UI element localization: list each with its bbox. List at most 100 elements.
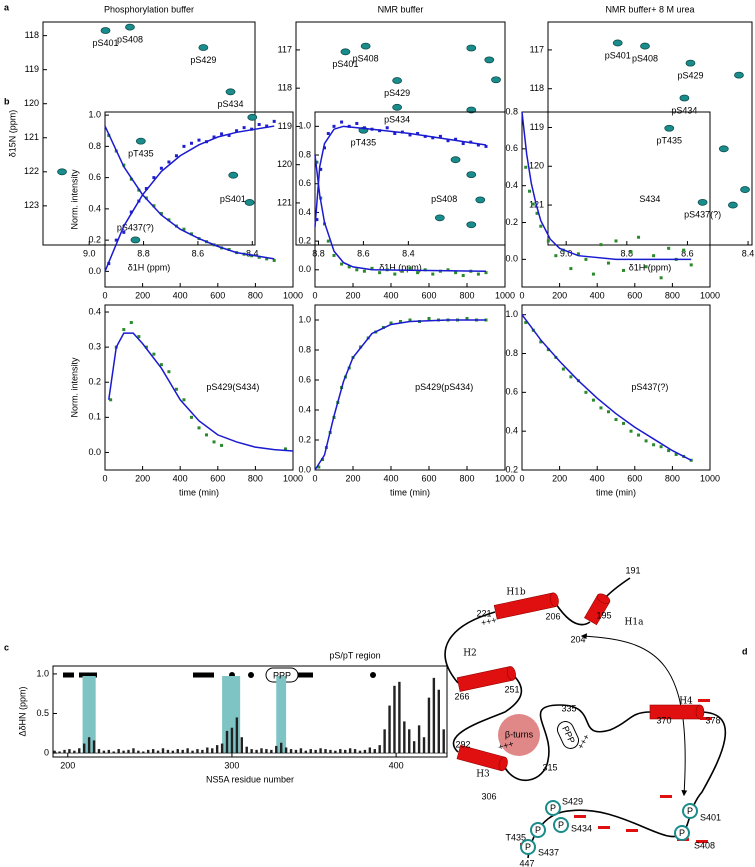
y-tick-label: 1.0 <box>36 668 49 678</box>
residue-number: 378 <box>705 715 720 725</box>
bar <box>225 730 229 754</box>
x-tick-label: 8.8 <box>621 248 634 258</box>
site-label: S437 <box>538 847 559 857</box>
x-tick-label: 200 <box>552 290 567 300</box>
data-point <box>272 258 276 262</box>
bar <box>151 749 155 754</box>
data-point <box>484 271 488 275</box>
peak <box>434 214 445 222</box>
positive-charges: +++ <box>575 732 592 751</box>
data-point <box>644 265 648 269</box>
bar <box>442 729 445 754</box>
data-point <box>446 139 450 143</box>
helix <box>584 593 611 626</box>
bar <box>215 745 219 754</box>
data-point <box>622 421 626 425</box>
data-point <box>283 447 287 451</box>
phospho-p: P <box>535 825 541 835</box>
helix <box>456 744 508 772</box>
bar <box>417 725 421 754</box>
plot-frame <box>104 111 294 288</box>
y-tick-label: 0.2 <box>298 235 311 245</box>
data-point <box>220 443 224 447</box>
x-axis-label: δ1H (ppm) <box>379 262 422 272</box>
shaded-region <box>276 676 287 754</box>
y-axis-label: ΔδHN (ppm) <box>17 686 27 736</box>
phospho-p: P <box>558 820 564 830</box>
peak-label: pS408 <box>632 53 658 63</box>
bar <box>68 749 71 754</box>
x-tick-label: 400 <box>389 760 404 770</box>
y-tick-label: 0.2 <box>298 434 311 444</box>
data-point <box>227 133 231 137</box>
bar <box>329 749 332 754</box>
x-tick-label: 1000 <box>495 473 515 483</box>
y-tick-label: 117 <box>530 44 544 54</box>
bar <box>432 677 436 754</box>
data-point <box>599 243 603 247</box>
bar <box>265 749 268 754</box>
y-tick-label: 0.4 <box>505 426 518 436</box>
data-point <box>416 271 420 275</box>
y-tick-label: 119 <box>25 64 39 74</box>
data-point <box>644 439 648 443</box>
peak <box>484 56 495 64</box>
panel-label: a <box>4 2 10 12</box>
peak <box>466 106 477 114</box>
peak <box>466 221 477 229</box>
peak <box>475 196 486 204</box>
data-point <box>427 317 431 320</box>
bar <box>294 749 298 754</box>
bar <box>437 689 440 754</box>
x-tick-label: 8.4 <box>402 248 415 258</box>
chain <box>555 603 591 626</box>
helix <box>649 704 705 720</box>
y-tick-label: 0.2 <box>505 464 518 474</box>
bar <box>279 742 283 754</box>
data-point <box>569 267 573 271</box>
data-point <box>182 398 186 402</box>
bar <box>181 749 184 754</box>
data-point <box>546 239 550 243</box>
data-point <box>599 406 603 410</box>
bar <box>363 749 367 754</box>
data-point <box>652 443 656 447</box>
data-point <box>524 165 528 169</box>
beta-turns-label: β-turns <box>505 729 534 739</box>
x-tick-label: 0 <box>519 473 524 483</box>
data-point <box>122 230 126 234</box>
x-axis-label: NS5A residue number <box>206 774 294 784</box>
x-tick-label: 8.4 <box>246 248 259 258</box>
data-point <box>167 370 171 374</box>
bar <box>304 750 308 754</box>
x-tick-label: 600 <box>210 473 225 483</box>
x-tick-label: 1000 <box>283 290 303 300</box>
plot-frame <box>547 21 753 246</box>
data-point <box>152 204 156 208</box>
x-tick-label: 1000 <box>700 290 720 300</box>
site-label: T435 <box>505 832 526 842</box>
data-point <box>272 119 276 123</box>
minus <box>598 826 610 829</box>
chain <box>444 611 496 684</box>
bar <box>240 737 243 754</box>
data-point <box>317 465 321 469</box>
chart-title: NMR buffer+ 8 M urea <box>605 4 694 14</box>
data-point <box>114 238 118 242</box>
y-tick-label: 120 <box>24 98 39 108</box>
annotation: pS401 <box>220 194 246 204</box>
y-tick-label: 0.2 <box>88 235 101 245</box>
y-tick-label: 0.8 <box>505 106 518 116</box>
minus <box>700 717 712 720</box>
bar <box>250 749 253 754</box>
residue-number: 206 <box>545 611 560 621</box>
y-tick-label: 118 <box>530 83 544 93</box>
data-point <box>122 328 126 332</box>
helix-label: H1b <box>506 588 526 598</box>
data-point <box>362 269 366 273</box>
bar <box>412 741 416 754</box>
peak <box>664 124 675 132</box>
y-tick-label: 1.0 <box>298 314 311 324</box>
data-point <box>476 143 480 147</box>
structure-dot <box>248 672 254 678</box>
